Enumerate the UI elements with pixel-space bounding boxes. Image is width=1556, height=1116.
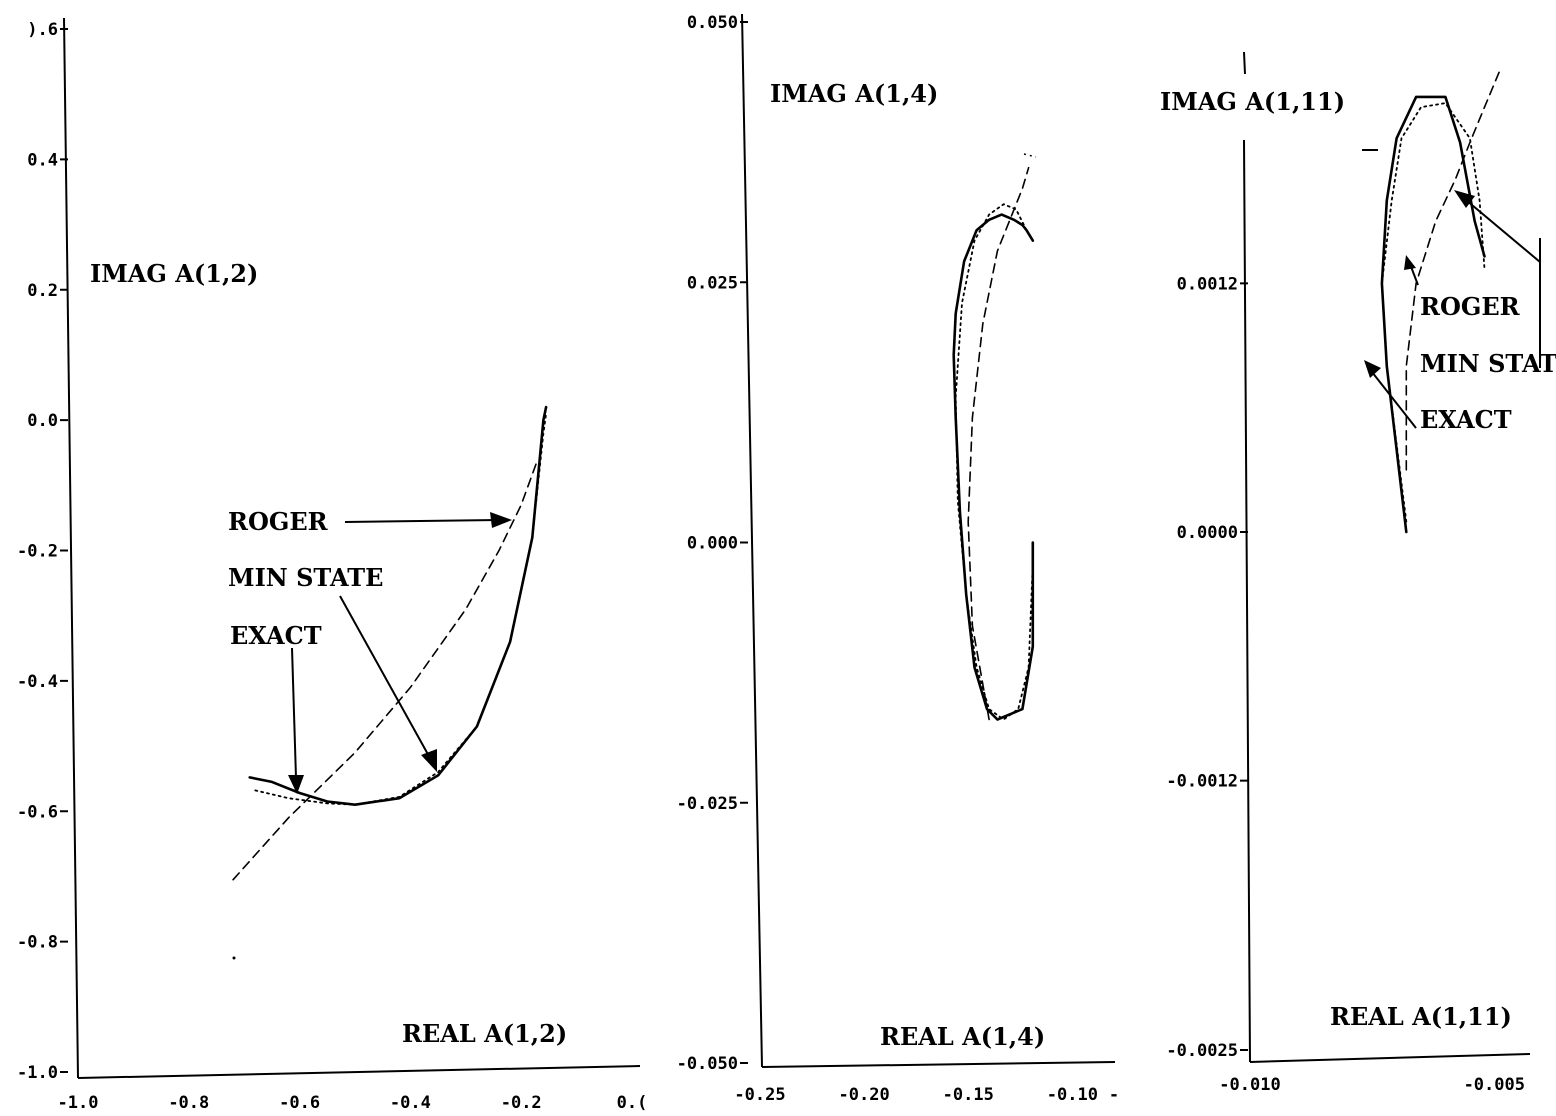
x-tick-label: -1.0 [58, 1093, 99, 1113]
tick-layer: ).6 0.4 0.2 0.0 -0.2 -0.4 -0.6 -0.8 -1.0-1.0 -0.8… [17, 20, 647, 1113]
series-roger-line [232, 458, 539, 881]
y-tick-label: -1.0 [17, 1063, 58, 1083]
y-tick-label: -0.0012 [1166, 772, 1238, 792]
y-tick-label: 0.0 [27, 411, 58, 431]
y-tick-label: ).6 [27, 20, 58, 40]
series-layer [952, 166, 1035, 721]
y-tick-label: -0.025 [677, 794, 738, 814]
tick-layer: 0.0012 0.0000 -0.0012 -0.0025 -0.010 -0.005 [1166, 274, 1525, 1095]
series-layer [1380, 71, 1500, 534]
x-tick-label: -0.25 [734, 1085, 785, 1105]
x-axis-line [761, 1061, 1116, 1068]
y-axis-label: IMAG A(1,11) [1160, 87, 1345, 116]
panel-real-imag-a111: 0.0012 0.0000 -0.0012 -0.0025 -0.010 -0.005 I… [1160, 51, 1556, 1095]
y-axis-stub [1243, 51, 1246, 75]
panel-real-imag-a12: ).6 0.4 0.2 0.0 -0.2 -0.4 -0.6 -0.8 -1.0-1.0 -0.8… [17, 17, 647, 1113]
series-min-state-line [1381, 102, 1486, 523]
x-tick-label: - [1109, 1085, 1119, 1105]
x-tick-label: -0.6 [279, 1093, 320, 1113]
series-min-state-line [954, 203, 1034, 721]
y-tick-label: 0.050 [687, 13, 738, 33]
x-tick-label: -0.4 [390, 1093, 431, 1113]
y-tick-label: -0.2 [17, 542, 58, 562]
y-tick-label: -0.8 [17, 933, 58, 953]
y-tick-label: -0.0025 [1166, 1041, 1238, 1061]
x-tick-label: -0.10 [1047, 1085, 1098, 1105]
y-axis-line [1243, 139, 1251, 1063]
x-tick-label: -0.20 [839, 1085, 890, 1105]
annotation-exact: EXACT [1420, 405, 1512, 434]
y-tick-label: 0.0000 [1177, 523, 1238, 543]
y-tick-label: -0.6 [17, 802, 58, 822]
annotation-exact: EXACT [230, 621, 322, 650]
x-axis-line [77, 1065, 641, 1079]
y-tick-label: -0.050 [677, 1054, 738, 1074]
series-roger-line [1405, 71, 1500, 471]
panel-real-imag-a14: 0.050 0.025 0.000 -0.025 -0.050 -0.25 -0.20 -0.… [677, 13, 1120, 1105]
y-tick-label: 0.2 [27, 281, 58, 301]
y-tick-label: 0.000 [687, 534, 738, 554]
series-layer [232, 405, 548, 881]
x-tick-label: -0.2 [501, 1093, 542, 1113]
annotation-roger: ROGER [1420, 292, 1521, 321]
x-tick-label: -0.8 [168, 1093, 209, 1113]
x-tick-label: 0.( [617, 1093, 648, 1113]
x-tick-label: -0.15 [943, 1085, 994, 1105]
annotation-arrows [1364, 190, 1541, 429]
x-tick-label: -0.010 [1219, 1075, 1280, 1095]
y-axis-label: IMAG A(1,4) [770, 79, 938, 108]
annotation-roger: ROGER [228, 507, 329, 536]
y-axis-line [741, 13, 763, 1068]
x-axis-label: REAL A(1,11) [1330, 1002, 1512, 1031]
tick-layer: 0.050 0.025 0.000 -0.025 -0.050 -0.25 -0.20 -0.… [677, 13, 1120, 1105]
annotation-min-state: MIN STATE [228, 563, 383, 592]
annotation-min-state: MIN STAT [1420, 349, 1556, 378]
speck [232, 956, 236, 960]
x-axis-line [1249, 1053, 1531, 1063]
y-tick-label: 0.0012 [1177, 274, 1238, 294]
series-exact-line [952, 213, 1035, 721]
series-min-state-line [254, 412, 547, 806]
x-axis-label: REAL A(1,2) [402, 1019, 567, 1048]
speck [1023, 153, 1037, 158]
series-roger-line [967, 166, 1030, 721]
y-tick-label: 0.025 [687, 273, 738, 293]
y-tick-label: -0.4 [17, 672, 58, 692]
x-tick-label: -0.005 [1464, 1075, 1525, 1095]
x-axis-label: REAL A(1,4) [880, 1022, 1045, 1051]
y-axis-line [63, 17, 79, 1079]
y-axis-label: IMAG A(1,2) [90, 259, 258, 288]
y-tick-label: 0.4 [27, 150, 58, 170]
annotation-arrows [288, 512, 512, 794]
